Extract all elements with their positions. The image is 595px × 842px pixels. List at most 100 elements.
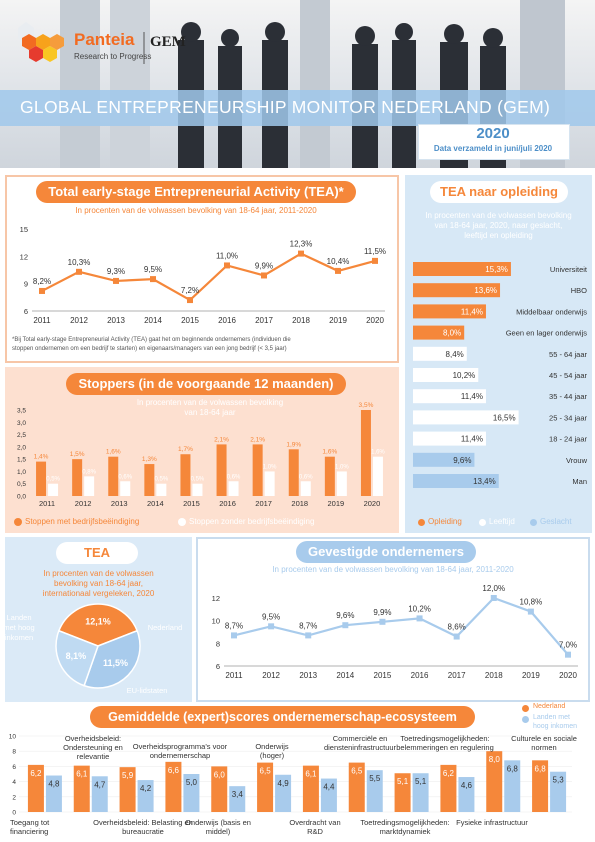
panteia-hexagons <box>22 34 64 62</box>
scores-label-nederland: 5,1 <box>397 777 409 786</box>
scores-label-nederland: 6,5 <box>351 767 363 776</box>
gevestigd-ytick: 10 <box>212 617 220 626</box>
tea-line-chart: 6 9 12 15 8,2% 2011 10,3% 2012 9,3% 2013 9,5% 2014 7… <box>20 225 386 325</box>
stoppers-bar-zonder <box>264 471 275 496</box>
tea-point <box>335 267 341 274</box>
stoppers-xtick: 2020 <box>364 499 381 508</box>
scores-category-label: Toetredingsmogelijkheden: marktdynamiek <box>360 818 450 836</box>
scores-ytick: 10 <box>9 734 17 741</box>
scores-category-label: Overdracht van R&D <box>289 818 341 836</box>
legend-marker-leeftijd <box>479 519 486 526</box>
gevestigd-xtick: 2012 <box>262 671 280 680</box>
tea-international-subtitle-2: bevolking van 18-64 jaar, <box>54 579 143 588</box>
tea-ytick: 15 <box>20 225 28 234</box>
legend-marker-geslacht <box>530 519 537 526</box>
scores-label-nederland: 8,0 <box>489 755 501 764</box>
tea-data-label: 11,0% <box>216 251 238 260</box>
opleiding-data-label: 13,4% <box>473 477 496 486</box>
gevestigd-data-label: 9,6% <box>336 611 354 620</box>
scores-bar-nederland <box>486 751 503 812</box>
opleiding-bar <box>413 283 501 298</box>
pie-category-label: EU-lidstaten <box>127 686 168 695</box>
scores-category-label: Culturele en sociale normen <box>511 734 577 752</box>
tea-series-line <box>41 252 376 302</box>
gevestigd-point <box>231 632 237 639</box>
stoppers-label-met: 2,1% <box>250 436 265 443</box>
scores-label-hoog-inkomen: 5,5 <box>369 774 381 783</box>
tea-xtick: 2019 <box>329 316 347 325</box>
tea-data-label: 9,3% <box>107 267 125 276</box>
stoppers-label-zonder: 0,8% <box>82 469 96 475</box>
tea-international-subtitle-3: internationaal vergeleken, 2020 <box>42 589 155 598</box>
gevestigd-xtick: 2020 <box>559 671 577 680</box>
stoppers-title: Stoppers (in de voorgaande 12 maanden) <box>66 373 346 395</box>
gevestigd-data-label: 9,5% <box>262 612 280 621</box>
gevestigd-xtick: 2019 <box>522 671 540 680</box>
gevestigd-xtick: 2015 <box>374 671 392 680</box>
scores-label-hoog-inkomen: 5,3 <box>553 776 565 785</box>
tea-xtick: 2012 <box>70 316 88 325</box>
tea-footnote-1: *Bij Total early-stage Entrepreneurial A… <box>12 337 291 343</box>
scores-bar-hoog-inkomen <box>183 774 200 812</box>
scores-bar-hoog-inkomen <box>320 778 337 812</box>
tea-xtick: 2011 <box>33 316 51 325</box>
tea-data-label: 8,2% <box>33 277 51 286</box>
opleiding-data-label: 11,4% <box>461 307 483 316</box>
tea-point <box>298 250 304 257</box>
scores-label-hoog-inkomen: 5,0 <box>186 778 198 787</box>
opleiding-bar <box>413 262 511 276</box>
stoppers-label-met: 1,6% <box>322 449 337 456</box>
scores-ytick: 8 <box>12 749 16 756</box>
opleiding-subtitle-2: van 18-64 jaar, 2020, naar geslacht, <box>434 221 563 230</box>
opleiding-bar <box>413 431 486 446</box>
scores-bar-hoog-inkomen <box>366 770 383 812</box>
gevestigd-ytick: 8 <box>216 639 220 648</box>
scores-category-label: Overheidsbeleid: Ondersteuning en releva… <box>63 734 123 761</box>
stoppers-xtick: 2013 <box>111 499 128 508</box>
scores-bar-nederland <box>440 764 457 812</box>
scores-label-nederland: 5,9 <box>122 771 134 780</box>
opleiding-category: 45 - 54 jaar <box>549 371 587 380</box>
opleiding-category: 25 - 34 jaar <box>549 413 587 422</box>
tea-international-subtitle-1: In procenten van de volwassen <box>43 569 154 578</box>
stoppers-ytick: 1,0 <box>17 469 26 476</box>
scores-bar-hoog-inkomen <box>550 771 567 812</box>
scores-ytick: 2 <box>12 794 16 801</box>
opleiding-bar <box>413 325 465 340</box>
tea-subtitle: In procenten van de volwassen bevolking … <box>75 206 317 215</box>
tea-xtick: 2016 <box>218 316 236 325</box>
stoppers-label-zonder: 0,6% <box>118 474 132 480</box>
legend-marker-nederland <box>522 705 529 712</box>
scores-label-hoog-inkomen: 4,9 <box>278 779 290 788</box>
opleiding-category: 55 - 64 jaar <box>549 350 587 359</box>
legend-hoog-inkomen-1: Landen met <box>533 714 570 721</box>
gevestigd-point <box>379 618 386 625</box>
gevestigd-point <box>490 595 497 601</box>
tea-data-label: 7,2% <box>181 286 199 295</box>
stoppers-label-met: 1,6% <box>106 449 121 456</box>
stoppers-xtick: 2014 <box>147 499 164 508</box>
data-collection-note: Data verzameld in juni/juli 2020 <box>433 144 553 153</box>
gevestigd-subtitle: In procenten van de volwassen bevolking … <box>272 565 514 574</box>
opleiding-bar <box>413 452 475 467</box>
legend-stoppen-met: Stoppen met bedrijfsbeëindiging <box>25 517 140 526</box>
tea-data-label: 9,5% <box>144 265 162 274</box>
gevestigd-point <box>453 633 460 640</box>
scores-bar-chart: 0 2 4 6 8 10 6,2 4,8 6,1 4,7 5,9 4,2 6,6 5,0 6,0 3,4 6,5… <box>9 734 572 817</box>
scores-bar-hoog-inkomen <box>45 775 62 812</box>
tea-xtick: 2020 <box>366 316 384 325</box>
scores-bar-hoog-inkomen <box>458 777 475 812</box>
stoppers-bar-zonder <box>84 476 95 496</box>
tea-international-title: TEA <box>56 542 138 564</box>
tea-point <box>261 272 267 279</box>
opleiding-subtitle-1: In procenten van de volwassen bevolking <box>425 211 572 220</box>
tea-xtick: 2017 <box>255 316 273 325</box>
stoppers-bar-met <box>324 456 335 496</box>
gevestigd-xtick: 2011 <box>225 671 243 680</box>
scores-label-hoog-inkomen: 4,6 <box>461 781 473 790</box>
tea-title: Total early-stage Entrepreneurial Activi… <box>36 181 356 203</box>
stoppers-bar-zonder <box>228 481 239 496</box>
gevestigd-data-label: 12,0% <box>482 584 505 593</box>
stoppers-ytick: 2,0 <box>17 444 26 451</box>
gevestigd-xtick: 2013 <box>299 671 317 680</box>
